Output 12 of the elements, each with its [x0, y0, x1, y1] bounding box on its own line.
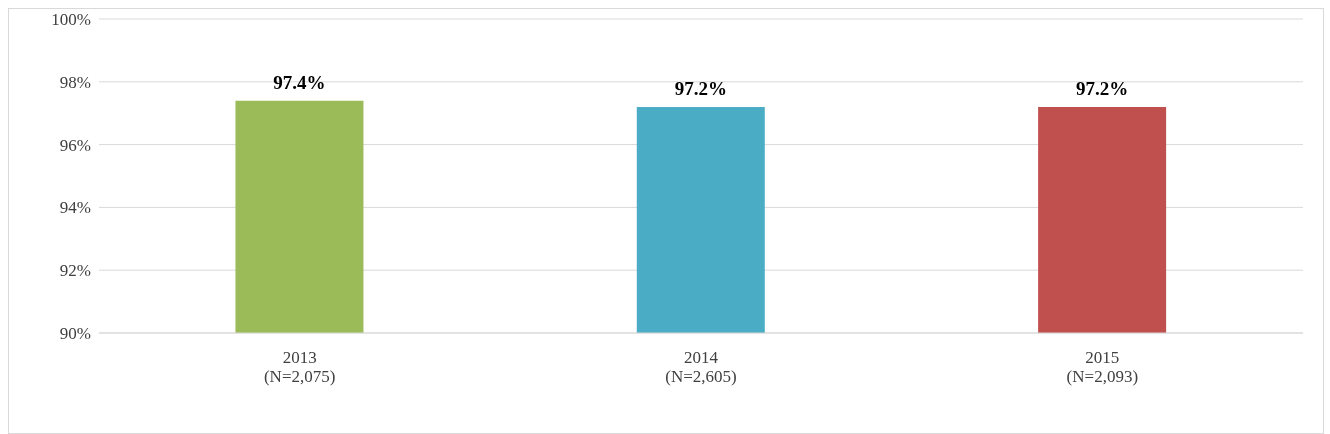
y-tick-label: 90%: [59, 324, 91, 344]
y-tick-label: 100%: [51, 10, 91, 30]
x-tick-label: 2013 (N=2,075): [263, 347, 336, 387]
x-tick-label: 2014 (N=2,605): [665, 347, 737, 387]
data-label: 97.2%: [674, 77, 727, 99]
y-tick-label: 96%: [59, 135, 91, 155]
data-label: 97.2%: [1075, 77, 1129, 99]
data-label: 97.4%: [273, 71, 326, 93]
y-tick-label: 94%: [59, 198, 91, 218]
x-tick-label: 2015 (N=2,093): [1066, 347, 1139, 387]
y-tick-label: 98%: [59, 72, 91, 92]
y-tick-label: 92%: [59, 261, 91, 281]
